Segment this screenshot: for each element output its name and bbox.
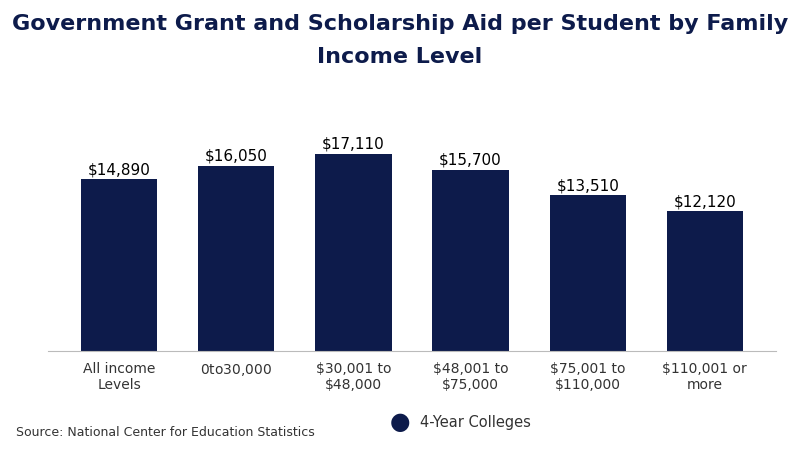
Text: Income Level: Income Level	[318, 47, 482, 67]
Text: $14,890: $14,890	[88, 162, 150, 177]
Text: $13,510: $13,510	[556, 178, 619, 193]
Bar	[550, 195, 626, 351]
Bar	[81, 179, 158, 351]
Text: $17,110: $17,110	[322, 136, 385, 152]
Text: $15,700: $15,700	[439, 153, 502, 168]
Bar	[315, 153, 391, 351]
Text: Source: National Center for Education Statistics: Source: National Center for Education St…	[16, 426, 314, 439]
Text: Government Grant and Scholarship Aid per Student by Family: Government Grant and Scholarship Aid per…	[12, 14, 788, 33]
Text: $16,050: $16,050	[205, 149, 268, 164]
Bar	[433, 170, 509, 351]
Bar	[666, 211, 743, 351]
Text: 4-Year Colleges: 4-Year Colleges	[420, 414, 531, 430]
Text: ●: ●	[390, 410, 410, 434]
Bar	[198, 166, 274, 351]
Text: $12,120: $12,120	[674, 194, 736, 209]
